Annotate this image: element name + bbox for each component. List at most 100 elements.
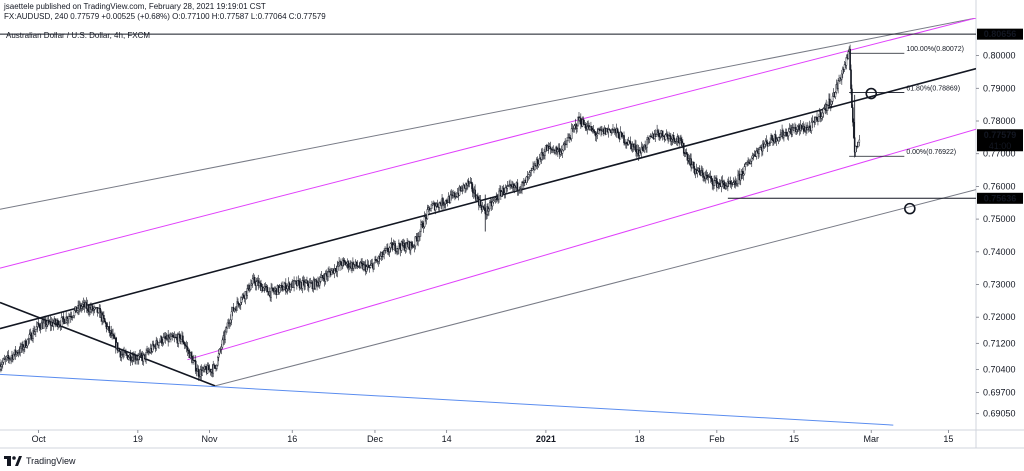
low-value: 0.77064 bbox=[257, 12, 287, 21]
candle-body bbox=[23, 347, 25, 350]
price-tick-label: 0.73000 bbox=[983, 279, 1016, 289]
candle-body bbox=[690, 158, 692, 168]
candle-body bbox=[110, 330, 113, 336]
candle-body bbox=[164, 336, 167, 339]
candle-body bbox=[183, 343, 186, 346]
tradingview-footer[interactable]: TradingView bbox=[4, 456, 76, 466]
candle-body bbox=[194, 360, 197, 372]
low-label: L: bbox=[250, 12, 258, 21]
candle-body bbox=[851, 88, 853, 108]
candle-body bbox=[443, 204, 445, 206]
candle-body bbox=[439, 202, 442, 205]
candle-body bbox=[831, 95, 834, 102]
candle-body bbox=[613, 129, 615, 131]
candle-body bbox=[725, 185, 727, 189]
candle-body bbox=[345, 263, 348, 266]
candle-body bbox=[572, 127, 575, 129]
candle-body bbox=[549, 146, 552, 149]
candle-body bbox=[418, 236, 420, 238]
circle-marker-1 bbox=[904, 202, 916, 215]
candle-body bbox=[777, 137, 780, 141]
candle-body bbox=[238, 303, 240, 306]
candle-body bbox=[623, 135, 625, 144]
candle-body bbox=[529, 170, 532, 173]
price-tick-label: 0.74000 bbox=[983, 247, 1016, 257]
symbol-label[interactable]: FX:AUDUSD, 240 bbox=[4, 12, 69, 21]
candle-body bbox=[230, 311, 233, 321]
candle-body bbox=[57, 320, 59, 328]
candle-body bbox=[76, 310, 78, 313]
candle-body bbox=[140, 353, 143, 357]
price-tick-label: 0.75000 bbox=[983, 214, 1016, 224]
candle-body bbox=[156, 340, 158, 345]
candle-body bbox=[422, 226, 425, 229]
candle-body bbox=[536, 159, 539, 167]
candle-body bbox=[385, 248, 387, 251]
candle-body bbox=[641, 146, 644, 150]
candle-body bbox=[32, 330, 34, 340]
candle-body bbox=[250, 284, 252, 290]
high-value: 0.77587 bbox=[219, 12, 249, 21]
candle-body bbox=[413, 245, 416, 247]
candle-body bbox=[544, 151, 546, 156]
candle-body bbox=[445, 199, 448, 203]
candle-body bbox=[675, 141, 678, 143]
candle-body bbox=[680, 137, 682, 142]
candle-body bbox=[329, 271, 331, 273]
price-tick-label: 0.72000 bbox=[983, 312, 1016, 322]
candle-body bbox=[521, 181, 523, 189]
candle-body bbox=[42, 322, 44, 329]
candle-body bbox=[373, 262, 375, 270]
candle-body bbox=[314, 279, 317, 289]
candle-body bbox=[713, 180, 715, 186]
candle-body bbox=[415, 236, 418, 239]
candle-body bbox=[358, 266, 361, 268]
candle-body bbox=[113, 334, 115, 339]
candle-body bbox=[530, 170, 532, 172]
candle-body bbox=[285, 283, 287, 292]
candle-body bbox=[394, 243, 396, 252]
candle-body bbox=[737, 174, 739, 185]
candle-body bbox=[410, 242, 412, 251]
candle-body bbox=[816, 116, 818, 120]
candle-body bbox=[491, 201, 494, 207]
candle-body bbox=[803, 125, 805, 132]
candle-body bbox=[221, 339, 224, 348]
candle-body bbox=[191, 355, 193, 363]
candle-body bbox=[659, 133, 662, 137]
candle-body bbox=[266, 286, 269, 293]
candle-body bbox=[0, 366, 2, 370]
candle-body bbox=[804, 130, 806, 132]
candle-body bbox=[293, 280, 295, 288]
close-label: C: bbox=[288, 12, 297, 21]
candle-body bbox=[607, 129, 610, 133]
candle-body bbox=[34, 331, 36, 335]
candle-body bbox=[796, 126, 799, 130]
candle-body bbox=[430, 208, 432, 211]
last-price-tag-bg bbox=[977, 129, 1023, 152]
candle-body bbox=[751, 155, 754, 159]
time-tick-label: 18 bbox=[635, 434, 645, 444]
candle-body bbox=[793, 127, 795, 131]
candle-body bbox=[179, 334, 181, 342]
candle-body bbox=[562, 144, 565, 151]
candle-body bbox=[301, 280, 304, 289]
candle-body bbox=[348, 266, 351, 268]
candle-body bbox=[701, 170, 703, 173]
candle-body bbox=[646, 138, 648, 148]
candle-body bbox=[30, 332, 33, 341]
candle-body bbox=[557, 149, 559, 153]
candle-body bbox=[151, 343, 154, 352]
candle-body bbox=[286, 285, 289, 289]
candle-body bbox=[194, 360, 196, 362]
ohlc-readout: FX:AUDUSD, 240 0.77579 +0.00525 (+0.68%)… bbox=[4, 12, 326, 21]
candle-body bbox=[685, 152, 688, 155]
candle-body bbox=[162, 337, 165, 343]
candle-body bbox=[63, 318, 66, 324]
candle-body bbox=[322, 277, 325, 279]
candle-body bbox=[129, 354, 132, 361]
candle-body bbox=[185, 345, 188, 348]
time-tick-label: Oct bbox=[32, 434, 47, 444]
candle-body bbox=[321, 275, 324, 279]
